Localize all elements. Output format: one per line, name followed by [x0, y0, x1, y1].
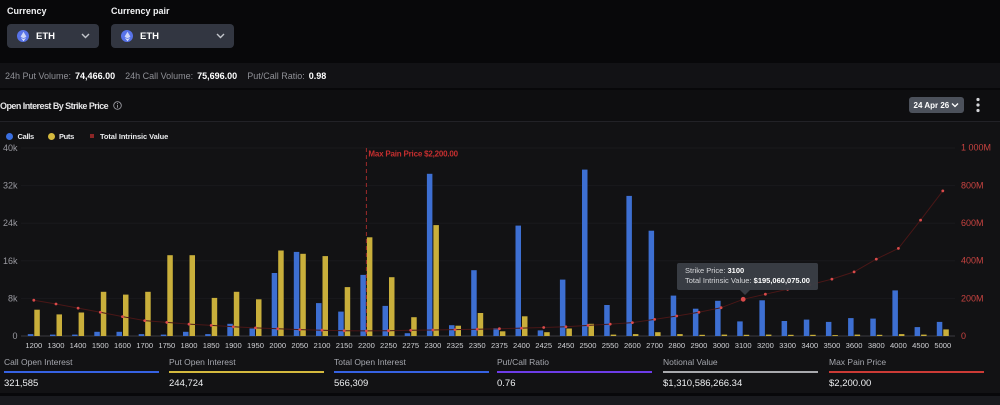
svg-text:2325: 2325 — [447, 341, 464, 350]
svg-text:3600: 3600 — [846, 341, 863, 350]
svg-text:3300: 3300 — [779, 341, 796, 350]
svg-text:2425: 2425 — [535, 341, 552, 350]
svg-text:1750: 1750 — [158, 341, 175, 350]
svg-text:1850: 1850 — [203, 341, 220, 350]
svg-text:2375: 2375 — [491, 341, 508, 350]
svg-text:32k: 32k — [3, 181, 18, 191]
svg-text:2400: 2400 — [513, 341, 530, 350]
svg-text:1950: 1950 — [247, 341, 264, 350]
svg-text:2050: 2050 — [291, 341, 308, 350]
svg-text:1800: 1800 — [181, 341, 198, 350]
svg-text:2450: 2450 — [557, 341, 574, 350]
svg-text:2000: 2000 — [269, 341, 286, 350]
svg-text:2200: 2200 — [358, 341, 375, 350]
svg-text:1 000M: 1 000M — [961, 143, 991, 153]
svg-text:0: 0 — [961, 331, 966, 341]
svg-text:40k: 40k — [3, 143, 18, 153]
svg-text:3500: 3500 — [823, 341, 840, 350]
svg-text:2800: 2800 — [668, 341, 685, 350]
svg-text:2275: 2275 — [402, 341, 419, 350]
svg-text:2500: 2500 — [580, 341, 597, 350]
svg-text:4000: 4000 — [890, 341, 907, 350]
svg-text:600M: 600M — [961, 218, 984, 228]
svg-text:0: 0 — [12, 331, 17, 341]
svg-text:200M: 200M — [961, 293, 984, 303]
svg-text:4500: 4500 — [912, 341, 929, 350]
svg-text:Max Pain Price $2,200.00: Max Pain Price $2,200.00 — [368, 150, 458, 159]
svg-text:3400: 3400 — [801, 341, 818, 350]
svg-text:3200: 3200 — [757, 341, 774, 350]
svg-text:2700: 2700 — [646, 341, 663, 350]
svg-text:2150: 2150 — [336, 341, 353, 350]
svg-text:1900: 1900 — [225, 341, 242, 350]
svg-text:3000: 3000 — [713, 341, 730, 350]
svg-text:2900: 2900 — [690, 341, 707, 350]
svg-text:2100: 2100 — [314, 341, 331, 350]
svg-text:1500: 1500 — [92, 341, 109, 350]
svg-text:5000: 5000 — [934, 341, 951, 350]
svg-text:1300: 1300 — [48, 341, 65, 350]
svg-text:1400: 1400 — [70, 341, 87, 350]
svg-text:2550: 2550 — [602, 341, 619, 350]
svg-text:1700: 1700 — [136, 341, 153, 350]
svg-text:3800: 3800 — [868, 341, 885, 350]
svg-text:1600: 1600 — [114, 341, 131, 350]
svg-text:24k: 24k — [3, 218, 18, 228]
svg-text:3100: 3100 — [735, 341, 752, 350]
svg-text:16k: 16k — [3, 256, 18, 266]
svg-text:800M: 800M — [961, 180, 984, 190]
svg-text:400M: 400M — [961, 256, 984, 266]
svg-text:2350: 2350 — [469, 341, 486, 350]
svg-text:2250: 2250 — [380, 341, 397, 350]
svg-text:8k: 8k — [8, 293, 18, 303]
svg-text:1200: 1200 — [25, 341, 42, 350]
svg-text:2600: 2600 — [624, 341, 641, 350]
svg-text:2300: 2300 — [424, 341, 441, 350]
